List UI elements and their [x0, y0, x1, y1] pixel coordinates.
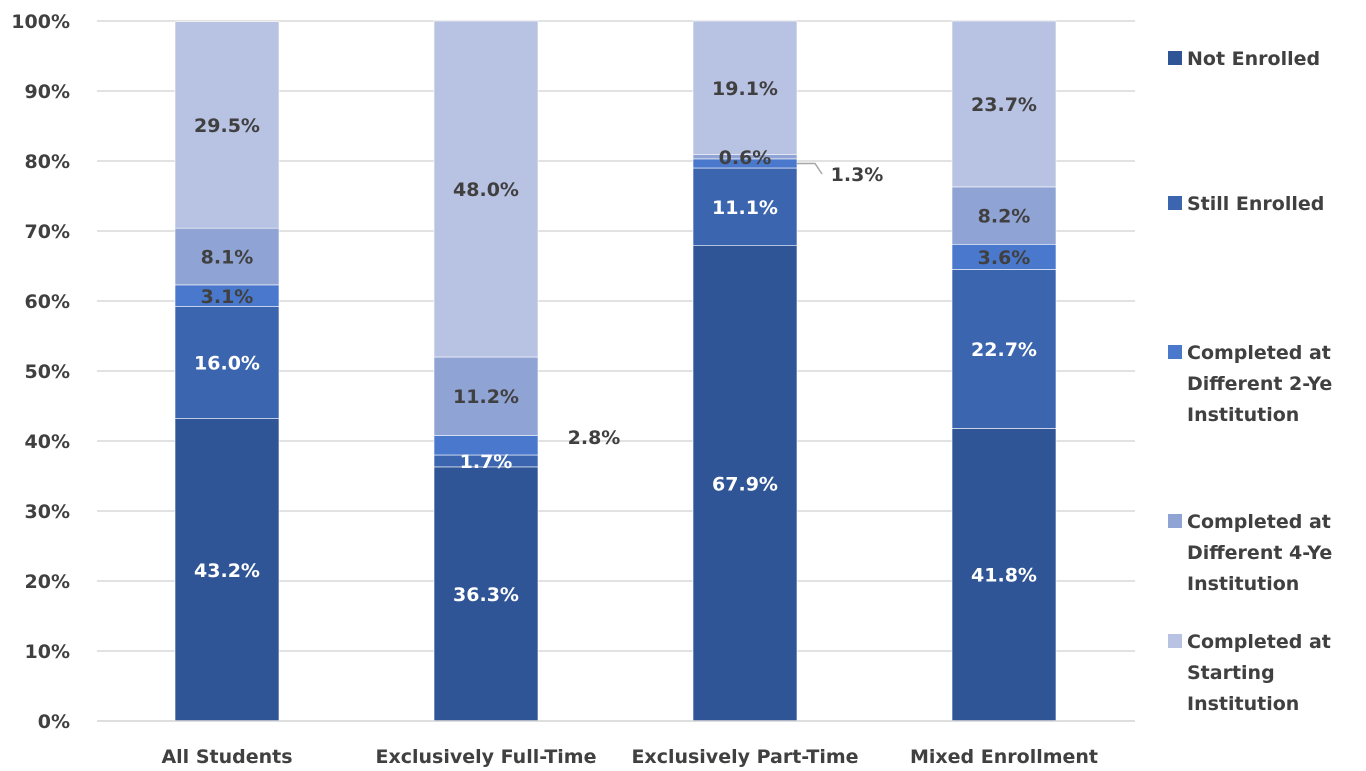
bar-segment: [951, 20, 1057, 188]
legend-label: Completed at Starting Institution: [1187, 631, 1331, 715]
data-label: 22.7%: [971, 339, 1037, 361]
data-label: 43.2%: [194, 560, 260, 582]
data-label: 23.7%: [971, 94, 1037, 116]
data-label: 8.1%: [201, 247, 254, 269]
y-tick-label: 20%: [25, 571, 70, 593]
legend-label-line: Institution: [1187, 693, 1299, 715]
y-tick-label: 10%: [25, 641, 70, 663]
legend-label-line: Institution: [1187, 573, 1299, 595]
x-axis: All Students Exclusively Full-Time Exclusi…: [97, 720, 1135, 768]
data-label: 67.9%: [712, 473, 778, 495]
bar-segment: [433, 466, 539, 722]
legend-label-line: Completed at: [1187, 342, 1331, 364]
y-tick-label: 50%: [25, 361, 70, 383]
bar-segment: [951, 428, 1057, 722]
data-label: 11.1%: [712, 197, 778, 219]
bar-segment: [174, 418, 280, 722]
data-label: 1.7%: [460, 451, 513, 473]
bar-segment: [692, 167, 798, 246]
data-label: 3.1%: [201, 286, 254, 308]
y-tick-label: 90%: [25, 81, 70, 103]
data-label: 36.3%: [453, 584, 519, 606]
legend-label: Completed at Different 4-Ye Institution: [1187, 511, 1332, 595]
y-tick-label: 100%: [11, 11, 70, 33]
y-tick-label: 80%: [25, 151, 70, 173]
y-tick-label: 30%: [25, 501, 70, 523]
data-label: 8.2%: [978, 206, 1031, 228]
bar-segment: [174, 306, 280, 419]
legend-swatch: [1168, 514, 1182, 528]
legend-label-line: Different 2-Ye: [1187, 373, 1332, 395]
data-label: 3.6%: [978, 247, 1031, 269]
bar-segment: [951, 269, 1057, 429]
legend-label-line: Still Enrolled: [1187, 193, 1324, 215]
data-label: 11.2%: [453, 386, 519, 408]
legend-label: Completed at Different 2-Ye Institution: [1187, 342, 1332, 426]
x-category-label: Exclusively Full-Time: [376, 746, 597, 768]
legend-label-line: Institution: [1187, 404, 1299, 426]
data-label: 48.0%: [453, 179, 519, 201]
x-category-label: All Students: [161, 746, 292, 768]
data-label: 19.1%: [712, 78, 778, 100]
legend-label: Not Enrolled: [1187, 48, 1320, 70]
bar-segment: [951, 244, 1057, 270]
legend-swatch: [1168, 51, 1182, 65]
data-label: 1.3%: [831, 164, 884, 186]
bar-segment: [174, 227, 280, 286]
legend-label-line: Completed at: [1187, 511, 1331, 533]
legend-label: Still Enrolled: [1187, 193, 1324, 215]
data-labels: 43.2% 16.0% 3.1% 8.1% 29.5% 36.3% 1.7% 2.8% 11.2…: [194, 78, 1037, 606]
data-label: 41.8%: [971, 565, 1037, 587]
y-tick-label: 40%: [25, 431, 70, 453]
leader-line: [797, 162, 823, 175]
bar-segment: [174, 21, 280, 229]
legend-label-line: Not Enrolled: [1187, 48, 1320, 70]
bar-segment: [433, 356, 539, 436]
y-tick-label: 0%: [38, 711, 70, 733]
y-tick-label: 60%: [25, 291, 70, 313]
bar-segment: [433, 20, 539, 358]
bar-segment: [692, 20, 798, 155]
legend-swatch: [1168, 634, 1182, 648]
y-axis: 0% 10% 20% 30% 40% 50% 60% 70% 80% 90% 100%: [11, 11, 70, 733]
legend-swatch: [1168, 196, 1182, 210]
bar-segment: [692, 245, 798, 722]
bar-segment: [951, 186, 1057, 245]
data-label: 0.6%: [719, 147, 772, 169]
x-category-label: Mixed Enrollment: [910, 746, 1098, 768]
legend-label-line: Different 4-Ye: [1187, 542, 1332, 564]
data-label: 2.8%: [568, 427, 621, 449]
data-label: 29.5%: [194, 115, 260, 137]
data-label: 16.0%: [194, 353, 260, 375]
bars: [174, 20, 1057, 722]
legend-label-line: Starting: [1187, 662, 1275, 684]
x-category-label: Exclusively Part-Time: [631, 746, 858, 768]
legend-label-line: Completed at: [1187, 631, 1331, 653]
legend-swatch: [1168, 345, 1182, 359]
y-tick-label: 70%: [25, 221, 70, 243]
legend: Not Enrolled Still Enrolled Completed at Di…: [1168, 48, 1332, 715]
